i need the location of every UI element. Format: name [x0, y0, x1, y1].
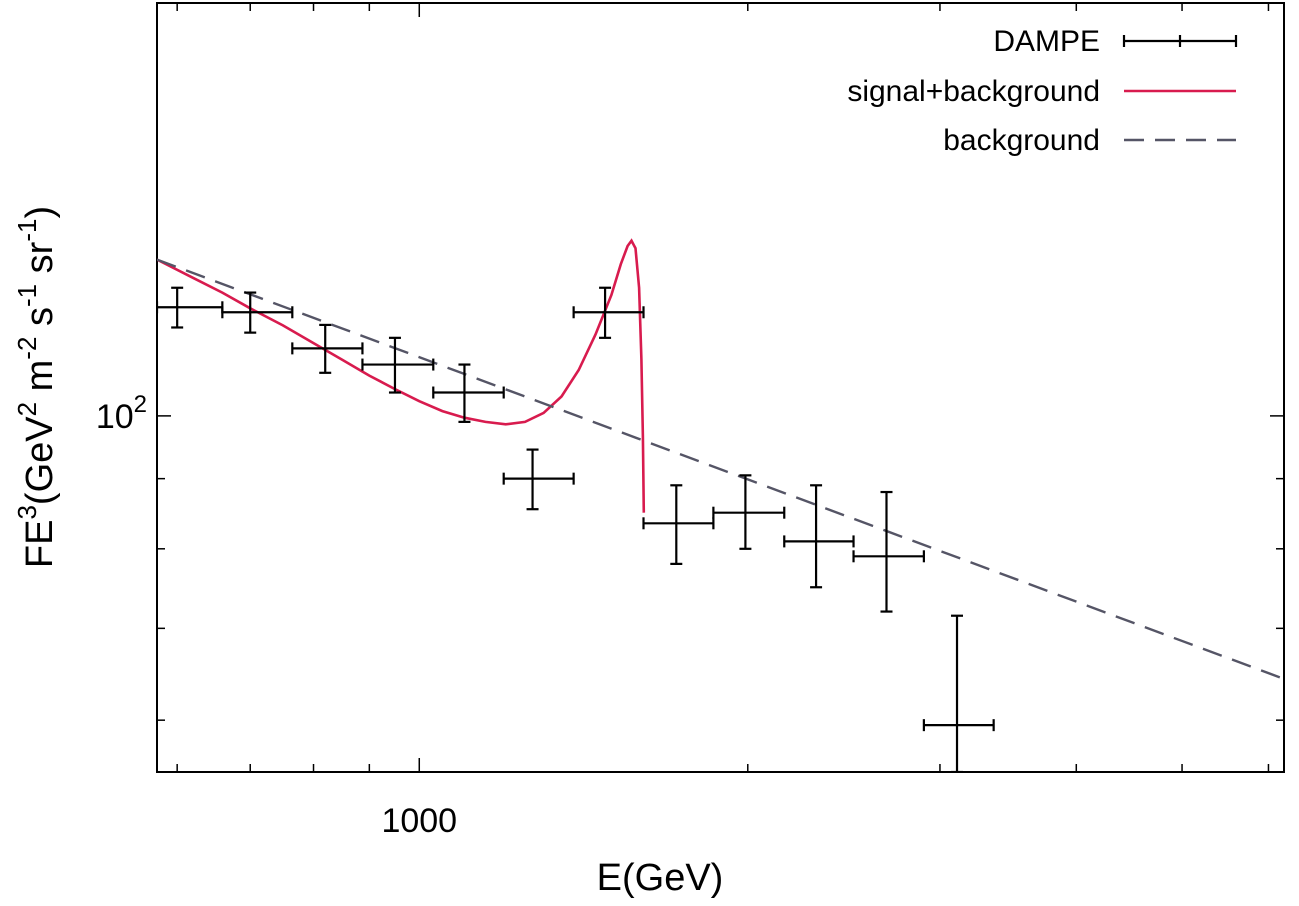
legend: DAMPE signal+background background	[847, 25, 1238, 157]
plot-frame	[156, 2, 1285, 773]
dampe-point-5	[502, 448, 575, 511]
dampe-point-3	[361, 336, 435, 394]
dampe-point-0	[157, 286, 224, 329]
axis-ticks	[157, 2, 1284, 772]
signal-background-line	[157, 238, 646, 513]
x-tick-label-0: 1000	[381, 802, 457, 840]
y-tick-label-0: 102	[96, 391, 147, 436]
dampe-point-6	[572, 286, 645, 339]
dampe-point-10	[852, 490, 925, 613]
dampe-point-1	[221, 291, 294, 334]
series-lines	[157, 238, 1284, 681]
dampe-point-8	[712, 474, 786, 550]
dampe-point-11	[922, 614, 995, 772]
dampe-point-4	[432, 363, 505, 423]
legend-label-2: background	[943, 124, 1100, 157]
dampe-point-7	[642, 484, 715, 565]
legend-label-0: DAMPE	[993, 25, 1100, 58]
dampe-point-9	[783, 484, 855, 589]
dampe-point-2	[291, 323, 364, 374]
legend-label-1: signal+background	[847, 75, 1100, 108]
legend-swatch-dampe	[1122, 35, 1238, 47]
y-axis-title: FE3(GeV2 m-2 s-1 sr-1)	[12, 206, 61, 568]
background-line	[157, 258, 1284, 681]
dampe-errorbars	[157, 286, 995, 772]
x-axis-title: E(GeV)	[597, 857, 724, 899]
tick-labels: 1000 102	[96, 391, 457, 840]
